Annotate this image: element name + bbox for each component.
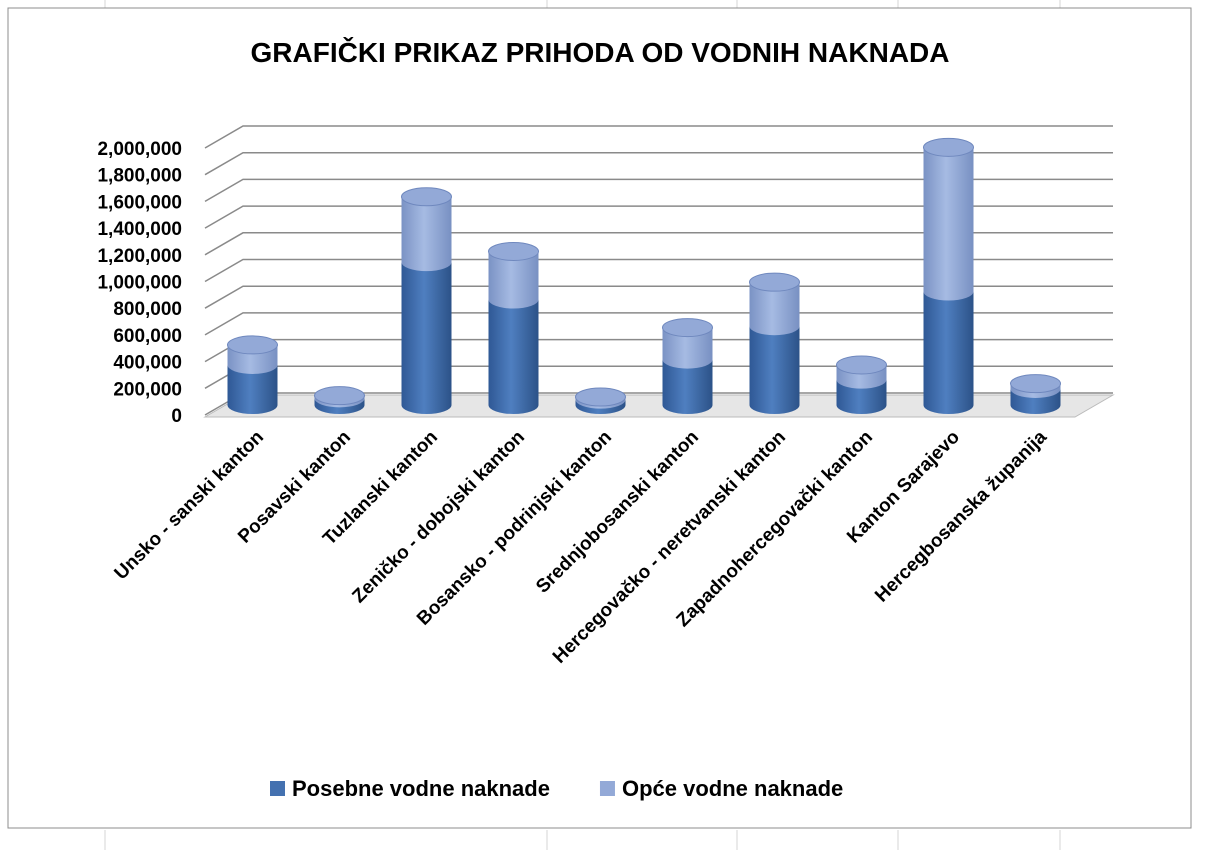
bar-segment: [488, 299, 539, 414]
legend-label: Posebne vodne naknade: [292, 776, 550, 801]
bar-cap: [575, 387, 626, 407]
legend-swatch: [270, 781, 285, 796]
bar-segment: [662, 359, 713, 414]
grid-line: [204, 151, 1113, 176]
y-tick-label: 600,000: [113, 326, 182, 347]
chart-border: [7, 7, 1192, 829]
grid-line: [204, 258, 1113, 283]
bar-segment: [401, 262, 452, 414]
bar-segment: [923, 291, 974, 414]
bar-segment: [749, 326, 800, 414]
bar-segment: [227, 364, 278, 414]
bar-cap: [488, 241, 539, 261]
grid-line: [204, 125, 1113, 149]
y-tick-label: 1,800,000: [97, 166, 182, 187]
bar-segment: [749, 282, 800, 336]
y-tick-label: 800,000: [113, 299, 182, 320]
y-tick-label: 1,200,000: [97, 246, 182, 267]
bar-cap: [749, 272, 800, 292]
bar-segment: [401, 196, 452, 272]
grid-line: [204, 285, 1113, 309]
y-tick-label: 0: [171, 406, 182, 427]
bar-cap: [314, 386, 365, 406]
bar-cap: [401, 187, 452, 207]
y-tick-label: 1,600,000: [97, 192, 182, 213]
bar-segment: [488, 251, 539, 309]
grid-line: [204, 205, 1113, 229]
y-tick-label: 1,400,000: [97, 219, 182, 240]
y-tick-label: 400,000: [113, 353, 182, 374]
sheet-grid: [104, 0, 1061, 850]
grid-line: [204, 312, 1113, 336]
bar-cap: [923, 137, 974, 157]
bar-cap: [1010, 374, 1061, 394]
bar-segment: [923, 147, 974, 301]
chart-title: GRAFIČKI PRIKAZ PRIHODA OD VODNIH NAKNAD…: [251, 36, 950, 68]
grid-line: [204, 232, 1113, 256]
bar-segment: [836, 379, 887, 414]
bar-cap: [662, 318, 713, 338]
y-tick-label: 200,000: [113, 379, 182, 400]
bar-cap: [227, 335, 278, 355]
grid-line: [204, 178, 1113, 203]
y-tick-label: 1,000,000: [97, 273, 182, 294]
legend-swatch: [599, 781, 615, 796]
y-tick-label: 2,000,000: [97, 139, 182, 160]
legend-label: Opće vodne naknade: [622, 776, 843, 801]
bar-segment: [662, 327, 713, 369]
bar-cap: [836, 355, 887, 375]
